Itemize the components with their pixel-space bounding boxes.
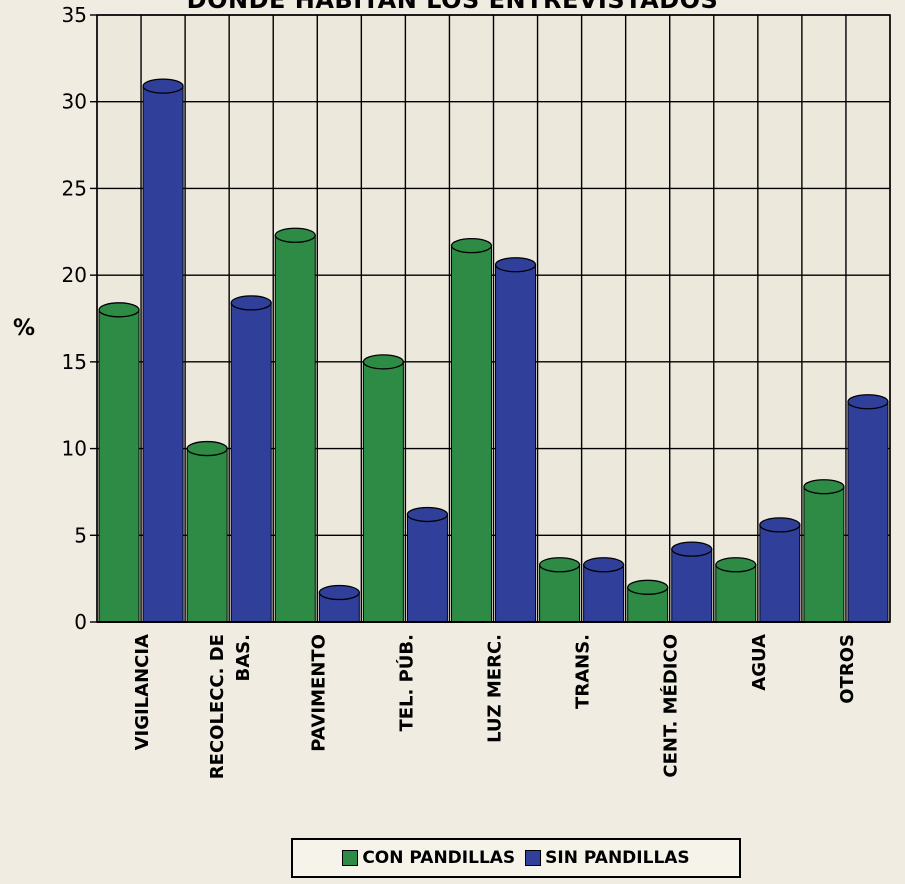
bar-top-con-pandillas <box>450 238 493 254</box>
y-tick-label: 25 <box>62 176 87 200</box>
bar-top-sin-pandillas <box>406 506 449 523</box>
bar-top-sin-pandillas <box>847 394 889 410</box>
y-tick-label: 10 <box>62 437 87 461</box>
bar-con-pandillas <box>539 564 581 623</box>
bar-sin-pandillas <box>671 548 713 623</box>
bar-con-pandillas <box>186 448 228 623</box>
bar-con-pandillas <box>450 245 492 623</box>
bar-sin-pandillas <box>495 264 537 623</box>
chart-title: DONDE HABITAN LOS ENTREVISTADOS <box>186 0 719 14</box>
bar-top-con-pandillas <box>715 557 757 573</box>
bar-con-pandillas <box>362 361 404 623</box>
bar-top-sin-pandillas <box>230 295 272 311</box>
bar-top-sin-pandillas <box>582 557 625 573</box>
x-tick-label: VIGILANCIA <box>132 634 153 750</box>
legend-swatch-green <box>342 850 359 866</box>
bar-sin-pandillas <box>759 524 801 623</box>
bar-sin-pandillas <box>583 564 625 623</box>
bar-top-sin-pandillas <box>671 541 713 557</box>
bar-sin-pandillas <box>230 302 272 623</box>
y-tick-label: 30 <box>62 90 87 114</box>
bar-top-con-pandillas <box>627 579 669 595</box>
bar-top-con-pandillas <box>362 354 405 370</box>
bar-sin-pandillas <box>406 513 448 623</box>
x-tick-label: PAVIMENTO <box>308 634 329 752</box>
x-tick-label: AGUA <box>749 634 770 691</box>
legend-item-sin-pandillas: SIN PANDILLAS <box>525 848 690 868</box>
bar-top-sin-pandillas <box>318 584 360 601</box>
x-tick-label: LUZ MERC. <box>485 634 506 743</box>
bar-top-con-pandillas <box>186 440 228 457</box>
bar-top-con-pandillas <box>538 557 581 573</box>
y-tick-label: 5 <box>74 523 87 547</box>
y-axis-label: % <box>13 316 36 341</box>
legend-label-sin-pandillas: SIN PANDILLAS <box>545 848 690 868</box>
bar-top-sin-pandillas <box>759 517 801 533</box>
y-tick-label: 0 <box>74 610 87 634</box>
x-tick-label: OTROS <box>837 634 858 704</box>
bar-top-con-pandillas <box>803 479 845 495</box>
legend: CON PANDILLAS SIN PANDILLAS <box>291 838 741 878</box>
x-tick-label: TRANS. <box>573 634 594 709</box>
bar-con-pandillas <box>98 309 140 623</box>
x-tick-label: BAS. <box>233 634 254 681</box>
legend-label-con-pandillas: CON PANDILLAS <box>362 848 516 868</box>
bar-sin-pandillas <box>847 401 889 623</box>
x-tick-label: TEL. PÚB. <box>395 634 417 732</box>
x-tick-label: CENT. MÉDICO <box>660 634 682 778</box>
bar-sin-pandillas <box>142 85 184 623</box>
bar-con-pandillas <box>803 486 845 623</box>
y-tick-label: 20 <box>62 263 87 287</box>
bar-con-pandillas <box>715 564 757 623</box>
legend-swatch-blue <box>525 850 542 866</box>
legend-item-con-pandillas: CON PANDILLAS <box>342 848 515 868</box>
bar-top-sin-pandillas <box>142 78 184 94</box>
y-tick-label: 15 <box>62 350 87 374</box>
bar-top-con-pandillas <box>98 302 140 318</box>
bar-top-con-pandillas <box>274 227 316 243</box>
bar-con-pandillas <box>274 234 316 623</box>
bar-top-sin-pandillas <box>494 257 537 273</box>
x-tick-label: RECOLECC. DE <box>207 634 228 779</box>
y-tick-label: 35 <box>62 3 87 27</box>
